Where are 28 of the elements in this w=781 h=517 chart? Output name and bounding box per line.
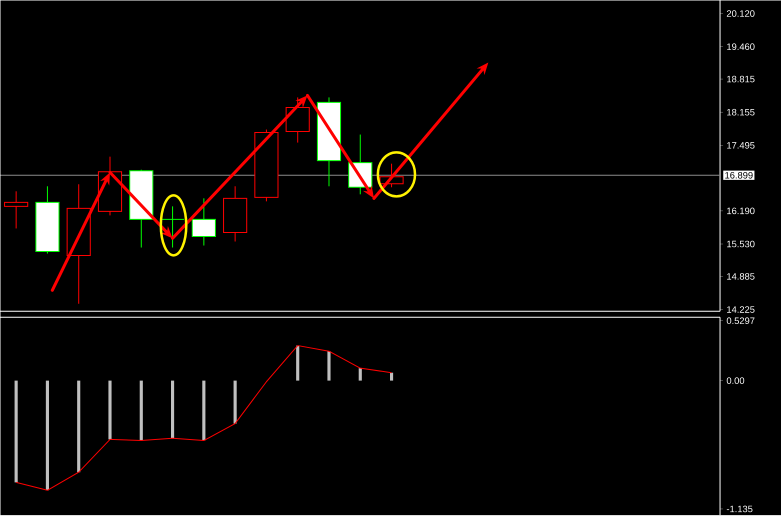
y-tick-label: 16.190 bbox=[727, 208, 755, 214]
bar bbox=[171, 380, 174, 438]
bar bbox=[296, 346, 300, 381]
y-tick-label: 18.155 bbox=[727, 109, 755, 116]
bar bbox=[234, 380, 237, 424]
bar bbox=[390, 372, 394, 381]
line-series bbox=[16, 345, 392, 491]
ref-line-label: 16.899 bbox=[725, 172, 753, 179]
bar bbox=[108, 380, 112, 440]
y-tick-label: 20.120 bbox=[726, 10, 755, 17]
y-tick-label: 17.495 bbox=[727, 142, 755, 149]
bar bbox=[202, 380, 206, 441]
candlestick bbox=[4, 190, 28, 230]
y-tick-label: 18.815 bbox=[727, 76, 755, 83]
y-tick-label: 0.00 bbox=[726, 377, 744, 384]
bar bbox=[358, 368, 362, 381]
bar bbox=[140, 380, 143, 441]
candlestick bbox=[192, 198, 216, 246]
y-tick-label: 19.460 bbox=[727, 44, 755, 50]
bar bbox=[77, 380, 80, 472]
bar bbox=[14, 380, 18, 483]
y-tick-label: -1.135 bbox=[726, 506, 752, 512]
bar bbox=[327, 351, 331, 381]
bar bbox=[46, 380, 49, 490]
y-tick-label: 14.885 bbox=[727, 273, 755, 280]
y-tick-label: 14.225 bbox=[727, 306, 755, 313]
y-tick-label: 0.5297 bbox=[726, 318, 754, 324]
y-tick-label: 15.530 bbox=[727, 240, 755, 248]
